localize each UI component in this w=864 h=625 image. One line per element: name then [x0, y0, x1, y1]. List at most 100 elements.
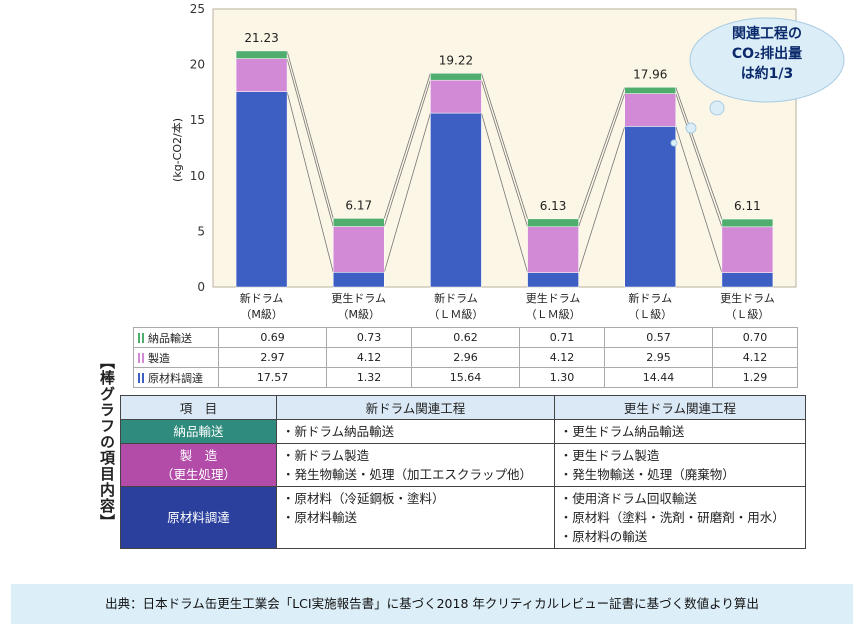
legend-entry: 原材料調達	[133, 367, 219, 388]
data-label: 2.97	[217, 347, 328, 368]
data-label: 1.30	[519, 367, 605, 388]
legend-label: 原材料調達	[148, 371, 203, 385]
data-label: 4.12	[519, 347, 605, 368]
data-label: 0.70	[712, 327, 798, 348]
x-category-sublabel: （M級）	[240, 308, 283, 321]
y-tick-label: 15	[190, 113, 205, 127]
connector-line	[383, 73, 431, 219]
renewed-cell: ・更生ドラム製造 ・発生物輸送・処理（廃棄物）	[553, 443, 807, 487]
connector-line	[383, 80, 431, 227]
y-tick-label: 5	[197, 224, 205, 238]
bar-segment	[333, 226, 385, 273]
callout-text: は約1/3	[741, 65, 794, 82]
new-cell: ・新ドラム製造 ・発生物輸送・処理（加工エスクラップ他）	[276, 443, 555, 487]
y-axis-label: (kg-CO2/本)	[170, 118, 184, 182]
bar-segment	[235, 50, 288, 59]
table-row: 原材料調達 ・原材料（冷延鋼板・塗料） ・原材料輸送 ・使用済ドラム回収輸送 ・…	[120, 486, 807, 549]
header-renewed-drum: 更生ドラム関連工程	[553, 395, 807, 420]
header-item: 項 目	[120, 395, 277, 420]
x-category-sublabel: （Ｌ級）	[725, 308, 769, 321]
table-row: 納品輸送 ・新ドラム納品輸送 ・更生ドラム納品輸送	[120, 419, 807, 444]
legend-swatch	[138, 332, 144, 343]
bar-segment	[721, 218, 774, 228]
y-tick-label: 0	[197, 280, 205, 294]
legend-swatch	[138, 352, 144, 363]
bar-segment	[527, 226, 579, 273]
table-row: 製造 2.97 4.12 2.96 4.12 2.95 4.12	[133, 347, 798, 368]
bar-total-label: 17.96	[633, 67, 667, 81]
x-category-label: 更生ドラム	[331, 291, 386, 305]
callout-dot	[685, 122, 697, 134]
connector-line	[286, 58, 334, 227]
data-label: 17.57	[217, 367, 328, 388]
connector-line	[481, 112, 528, 273]
category-label: 原材料調達	[167, 510, 230, 525]
header-new-drum: 新ドラム関連工程	[276, 395, 555, 420]
x-category-label: 新ドラム	[628, 291, 672, 305]
data-label: 2.95	[603, 347, 714, 368]
category-sublabel: （更生処理）	[160, 467, 236, 482]
x-category-label: 更生ドラム	[526, 291, 581, 305]
chart-data-table: 納品輸送 0.69 0.73 0.62 0.71 0.57 0.70 製造 2.97 4.12 2.…	[133, 327, 798, 388]
connector-line	[675, 93, 723, 227]
bar-segment	[624, 87, 676, 94]
x-category-label: 新ドラム	[240, 291, 284, 305]
list-item: ・原材料（冷延鋼板・塗料）	[282, 491, 445, 506]
legend-label: 納品輸送	[148, 331, 192, 345]
bar-segment	[235, 91, 288, 288]
list-item: ・使用済ドラム回収輸送	[559, 491, 697, 506]
table-row: 製 造 （更生処理） ・新ドラム製造 ・発生物輸送・処理（加工エスクラップ他） …	[120, 443, 807, 487]
source-note: 出典：日本ドラム缶更生工業会「LCI実施報告書」に基づく2018 年クリティカル…	[11, 584, 853, 624]
legend-entry: 納品輸送	[133, 327, 219, 348]
bar-segment	[527, 218, 579, 227]
data-label: 0.73	[326, 327, 412, 348]
x-category-label: 新ドラム	[434, 291, 478, 305]
list-item: ・発生物輸送・処理（加工エスクラップ他）	[282, 467, 533, 482]
bar-total-label: 6.11	[734, 199, 761, 213]
table-row: 原材料調達 17.57 1.32 15.64 1.30 14.44 1.29	[133, 367, 798, 388]
legend-entry: 製造	[133, 347, 219, 368]
x-category-sublabel: （M級）	[338, 308, 381, 321]
renewed-cell: ・使用済ドラム回収輸送 ・原材料（塗料・洗剤・研磨剤・用水） ・原材料の輸送	[553, 486, 807, 549]
bar-total-label: 6.13	[540, 199, 567, 213]
side-title: 【棒グラフの項目内容】	[98, 354, 116, 530]
bar-segment	[333, 218, 385, 227]
callout-text: 関連工程の	[732, 25, 802, 42]
data-label: 4.12	[712, 347, 798, 368]
list-item: ・原材料輸送	[282, 510, 358, 525]
table-row: 納品輸送 0.69 0.73 0.62 0.71 0.57 0.70	[133, 327, 798, 348]
list-item: ・新ドラム納品輸送	[282, 424, 395, 439]
items-table-header: 項 目 新ドラム関連工程 更生ドラム関連工程	[120, 395, 807, 420]
callout-dot	[709, 100, 725, 116]
connector-line	[481, 73, 528, 219]
list-item: ・更生ドラム製造	[559, 448, 660, 463]
data-label: 14.44	[603, 367, 714, 388]
connector-line	[578, 126, 626, 273]
y-tick-label: 10	[190, 169, 205, 183]
y-tick-label: 20	[190, 58, 205, 72]
list-item: ・原材料の輸送	[559, 529, 648, 544]
x-category-sublabel: （Ｌ級）	[628, 308, 672, 321]
bar-total-label: 21.23	[244, 31, 278, 45]
bar-segment	[721, 272, 774, 288]
bar-segment	[721, 226, 774, 273]
callout-dot	[670, 139, 678, 147]
category-shipping: 納品輸送	[120, 419, 277, 444]
data-label: 1.32	[326, 367, 412, 388]
legend-swatch	[138, 372, 144, 383]
bar-segment	[430, 79, 482, 114]
list-item: ・新ドラム製造	[282, 448, 370, 463]
list-item: ・更生ドラム納品輸送	[559, 424, 685, 439]
items-breakdown-table: 項 目 新ドラム関連工程 更生ドラム関連工程 納品輸送 ・新ドラム納品輸送 ・更…	[120, 395, 807, 549]
list-item: ・発生物輸送・処理（廃棄物）	[559, 467, 735, 482]
category-manufacturing: 製 造 （更生処理）	[120, 443, 277, 487]
connector-line	[675, 126, 723, 273]
x-category-label: 更生ドラム	[720, 291, 775, 305]
new-cell: ・原材料（冷延鋼板・塗料） ・原材料輸送	[276, 486, 555, 549]
data-label: 0.71	[519, 327, 605, 348]
legend-label: 製造	[148, 351, 170, 365]
bar-total-label: 19.22	[439, 53, 473, 67]
bar-segment	[624, 93, 676, 127]
bar-segment	[235, 58, 288, 92]
data-label: 1.29	[712, 367, 798, 388]
